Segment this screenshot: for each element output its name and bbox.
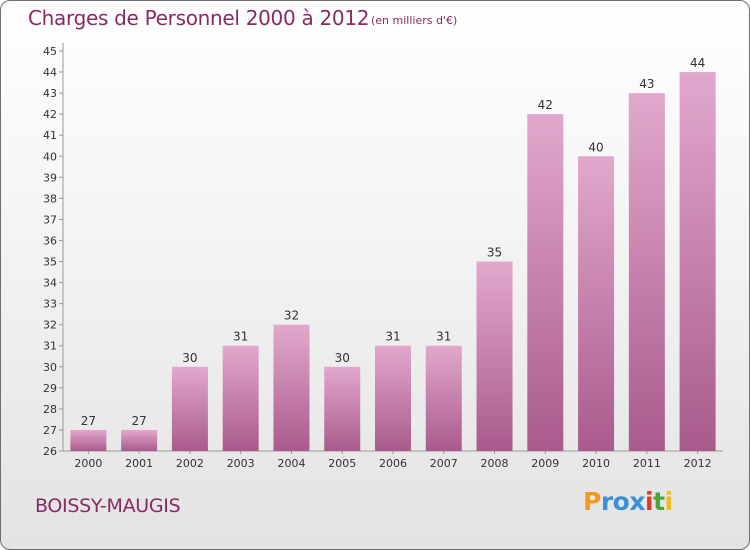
x-tick-label: 2009 — [531, 457, 559, 470]
chart-title: Charges de Personnel 2000 à 2012 — [28, 6, 370, 30]
bar-2012 — [679, 72, 716, 451]
data-labels: 27 27 30 31 32 30 31 31 35 42 40 43 44 — [81, 56, 706, 428]
data-label: 32 — [284, 309, 299, 323]
y-tick-label: 29 — [43, 382, 57, 395]
bar-2001 — [121, 429, 158, 451]
y-axis: 26 27 28 29 30 31 32 33 34 35 36 37 38 39 40 41 42 43 44 45 — [43, 43, 64, 458]
data-label: 40 — [588, 140, 603, 154]
y-tick-label: 42 — [43, 108, 57, 121]
y-tick-label: 27 — [43, 424, 57, 437]
x-tick-label: 2010 — [582, 457, 610, 470]
data-label: 31 — [436, 330, 451, 344]
x-tick-label: 2007 — [430, 457, 458, 470]
data-label: 30 — [335, 351, 350, 365]
x-tick-label: 2001 — [125, 457, 153, 470]
y-tick-label: 36 — [43, 234, 57, 247]
y-tick-label: 44 — [43, 66, 57, 79]
x-tick-label: 2008 — [481, 457, 509, 470]
data-label: 30 — [182, 351, 197, 365]
x-tick-label: 2005 — [328, 457, 356, 470]
y-tick-label: 34 — [43, 277, 57, 290]
bars — [70, 72, 716, 452]
y-tick-label: 40 — [43, 150, 57, 163]
bar-2003 — [222, 345, 259, 451]
x-tick-label: 2004 — [277, 457, 305, 470]
logo-letter: P — [583, 487, 601, 516]
bar-2007 — [425, 345, 462, 451]
data-label: 27 — [81, 414, 96, 428]
bar-2004 — [273, 324, 310, 451]
bar-chart: 26 27 28 29 30 31 32 33 34 35 36 37 38 39 40 41 42 43 44 45… — [43, 43, 723, 470]
x-tick-label: 2003 — [227, 457, 255, 470]
logo-letter: i — [645, 487, 654, 516]
x-tick-label: 2011 — [633, 457, 661, 470]
logo-letter: o — [612, 487, 630, 516]
y-tick-label: 37 — [43, 213, 57, 226]
bar-2000 — [70, 429, 107, 451]
logo-letter: t — [653, 487, 665, 516]
y-tick-label: 30 — [43, 361, 57, 374]
bar-2011 — [628, 93, 665, 452]
bar-2009 — [527, 114, 564, 451]
logo-letter: i — [664, 487, 674, 516]
bar-2010 — [578, 156, 615, 451]
y-tick-label: 35 — [43, 256, 57, 269]
logo-letter: r — [600, 487, 613, 516]
y-tick-label: 33 — [43, 298, 57, 311]
commune-name: BOISSY-MAUGIS — [35, 495, 181, 517]
chart-subtitle: (en milliers d'€) — [371, 14, 458, 27]
proxiti-logo: Proxiti — [583, 487, 673, 516]
logo-letter: x — [629, 487, 645, 516]
y-tick-label: 38 — [43, 192, 57, 205]
data-label: 43 — [639, 77, 654, 91]
y-tick-label: 28 — [43, 403, 57, 416]
x-tick-label: 2000 — [74, 457, 102, 470]
data-label: 27 — [132, 414, 147, 428]
y-tick-label: 32 — [43, 319, 57, 332]
data-label: 42 — [538, 98, 553, 112]
x-tick-label: 2012 — [684, 457, 712, 470]
bar-2005 — [324, 366, 361, 451]
data-label: 44 — [690, 56, 705, 70]
x-tick-label: 2006 — [379, 457, 407, 470]
y-tick-label: 31 — [43, 340, 57, 353]
bar-2006 — [375, 345, 411, 451]
data-label: 35 — [487, 246, 502, 260]
bar-2002 — [171, 366, 208, 451]
y-tick-label: 41 — [43, 129, 57, 142]
y-tick-label: 43 — [43, 87, 57, 100]
y-tick-label: 45 — [43, 45, 57, 58]
data-label: 31 — [385, 330, 400, 344]
y-tick-label: 26 — [43, 445, 57, 458]
bar-2008 — [476, 261, 513, 451]
x-tick-label: 2002 — [176, 457, 204, 470]
data-label: 31 — [233, 330, 248, 344]
y-tick-label: 39 — [43, 171, 57, 184]
x-axis: 2000 2001 2002 2003 2004 2005 2006 2007 2008 2009… — [63, 450, 723, 470]
